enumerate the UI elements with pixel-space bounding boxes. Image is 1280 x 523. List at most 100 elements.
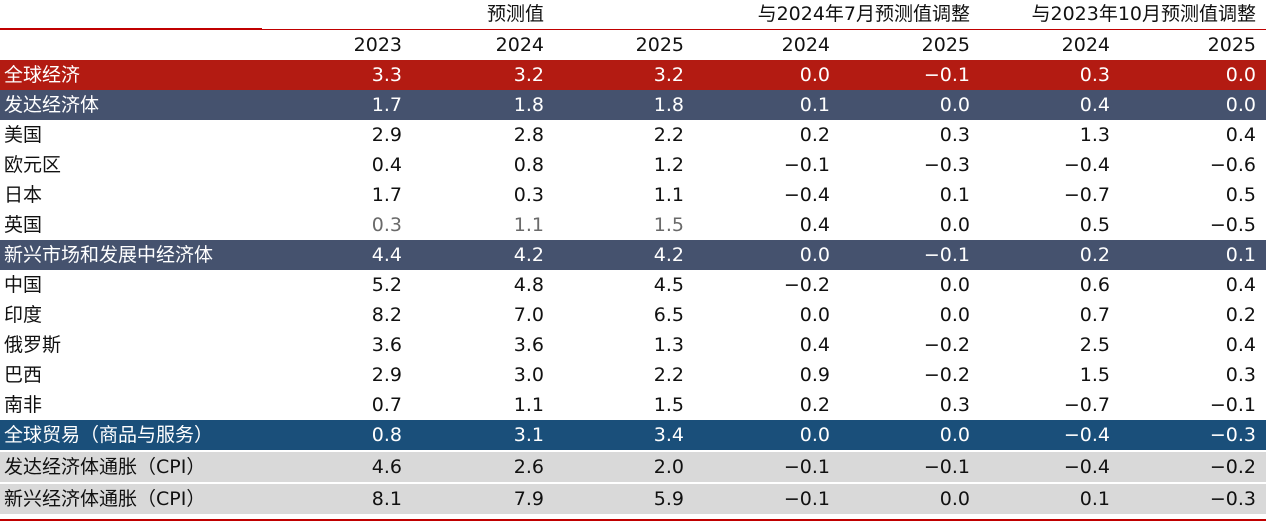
value-cell: 0.0 [694,60,840,90]
value-cell: −0.7 [980,180,1121,210]
table-row: 新兴经济体通胀（CPI） 8.1 7.9 5.9 −0.1 0.0 0.1 −0.3 [0,482,1267,514]
table-row: 中国 5.2 4.8 4.5 −0.2 0.0 0.6 0.4 [0,270,1267,300]
value-cell: 5.9 [554,482,694,514]
value-cell: 0.0 [840,270,981,300]
value-cell: 1.1 [412,390,554,420]
value-cell: 0.8 [262,420,412,451]
row-label: 日本 [0,180,262,210]
value-cell: −0.2 [840,330,981,360]
value-cell: 7.9 [412,482,554,514]
value-cell: 0.3 [840,390,981,420]
row-label: 英国 [0,210,262,240]
value-cell: 4.5 [554,270,694,300]
value-cell: 0.0 [1120,60,1267,90]
group-header-row: 预测值 与2024年7月预测值调整 与2023年10月预测值调整 [0,0,1266,29]
value-cell: 0.0 [694,240,840,270]
value-cell: 0.0 [694,420,840,451]
value-cell: 2.2 [554,360,694,390]
value-cell: 8.2 [262,300,412,330]
header-blank [0,28,262,60]
year-header: 2024 [694,28,840,60]
value-cell: 0.5 [1120,180,1267,210]
row-label: 俄罗斯 [0,330,262,360]
value-cell: 0.1 [1120,240,1267,270]
value-cell: 2.0 [554,450,694,483]
value-cell: −0.3 [1120,482,1267,514]
value-cell: −0.2 [840,360,981,390]
group-title-vs-oct2023: 与2023年10月预测值调整 [1031,3,1257,26]
year-header-row: 2023 2024 2025 2024 2025 2024 2025 [0,28,1267,60]
value-cell: 0.4 [1120,270,1267,300]
row-label: 美国 [0,120,262,150]
value-cell: 0.7 [980,300,1121,330]
value-cell: 0.8 [412,150,554,180]
value-cell: 0.0 [840,210,981,240]
year-header: 2024 [980,28,1121,60]
value-cell: −0.5 [1120,210,1267,240]
value-cell: 0.1 [840,180,981,210]
value-cell: 2.9 [262,360,412,390]
row-label: 发达经济体 [0,90,262,120]
value-cell: 0.0 [840,420,981,451]
value-cell: −0.6 [1120,150,1267,180]
value-cell: 1.3 [554,330,694,360]
value-cell: 1.3 [980,120,1121,150]
value-cell: 2.8 [412,120,554,150]
value-cell: 4.8 [412,270,554,300]
bottom-rule [0,519,1266,521]
row-label: 南非 [0,390,262,420]
row-label: 新兴市场和发展中经济体 [0,240,262,270]
year-header: 2025 [554,28,694,60]
value-cell: −0.2 [694,270,840,300]
value-cell: 3.0 [412,360,554,390]
row-label: 欧元区 [0,150,262,180]
value-cell: 0.5 [980,210,1121,240]
value-cell: 3.2 [554,60,694,90]
value-cell: 0.3 [980,60,1121,90]
row-label: 全球经济 [0,60,262,90]
value-cell: 0.9 [694,360,840,390]
value-cell: 0.4 [980,90,1121,120]
value-cell: 7.0 [412,300,554,330]
value-cell: 0.0 [840,90,981,120]
value-cell: 0.0 [1120,90,1267,120]
value-cell: 1.5 [980,360,1121,390]
value-cell: 0.4 [694,330,840,360]
value-cell: 2.9 [262,120,412,150]
value-cell: −0.1 [840,240,981,270]
table-row: 发达经济体通胀（CPI） 4.6 2.6 2.0 −0.1 −0.1 −0.4 −0.2 [0,450,1267,483]
table-row: 俄罗斯 3.6 3.6 1.3 0.4 −0.2 2.5 0.4 [0,330,1267,360]
table-row: 新兴市场和发展中经济体 4.4 4.2 4.2 0.0 −0.1 0.2 0.1 [0,240,1267,270]
value-cell: 0.6 [980,270,1121,300]
value-cell: 0.3 [1120,360,1267,390]
year-header: 2025 [840,28,981,60]
value-cell: −0.1 [694,482,840,514]
value-cell: −0.3 [1120,420,1267,451]
value-cell: 1.5 [554,390,694,420]
table-row: 欧元区 0.4 0.8 1.2 −0.1 −0.3 −0.4 −0.6 [0,150,1267,180]
value-cell: 0.1 [980,482,1121,514]
value-cell: 3.1 [412,420,554,451]
value-cell: 0.2 [694,390,840,420]
table-row: 日本 1.7 0.3 1.1 −0.4 0.1 −0.7 0.5 [0,180,1267,210]
value-cell: 0.2 [694,120,840,150]
value-cell: 0.3 [412,180,554,210]
value-cell: 3.6 [262,330,412,360]
value-cell: 1.7 [262,90,412,120]
value-cell: 3.4 [554,420,694,451]
year-header: 2025 [1120,28,1267,60]
value-cell: 0.3 [840,120,981,150]
value-cell: 1.8 [554,90,694,120]
row-label: 印度 [0,300,262,330]
value-cell: 2.5 [980,330,1121,360]
value-cell: −0.1 [1120,390,1267,420]
value-cell: 8.1 [262,482,412,514]
value-cell: −0.4 [980,150,1121,180]
value-cell: 0.4 [1120,120,1267,150]
row-label: 中国 [0,270,262,300]
value-cell: 1.5 [554,210,694,240]
value-cell: 0.1 [694,90,840,120]
table-row: 巴西 2.9 3.0 2.2 0.9 −0.2 1.5 0.3 [0,360,1267,390]
value-cell: 0.0 [840,300,981,330]
